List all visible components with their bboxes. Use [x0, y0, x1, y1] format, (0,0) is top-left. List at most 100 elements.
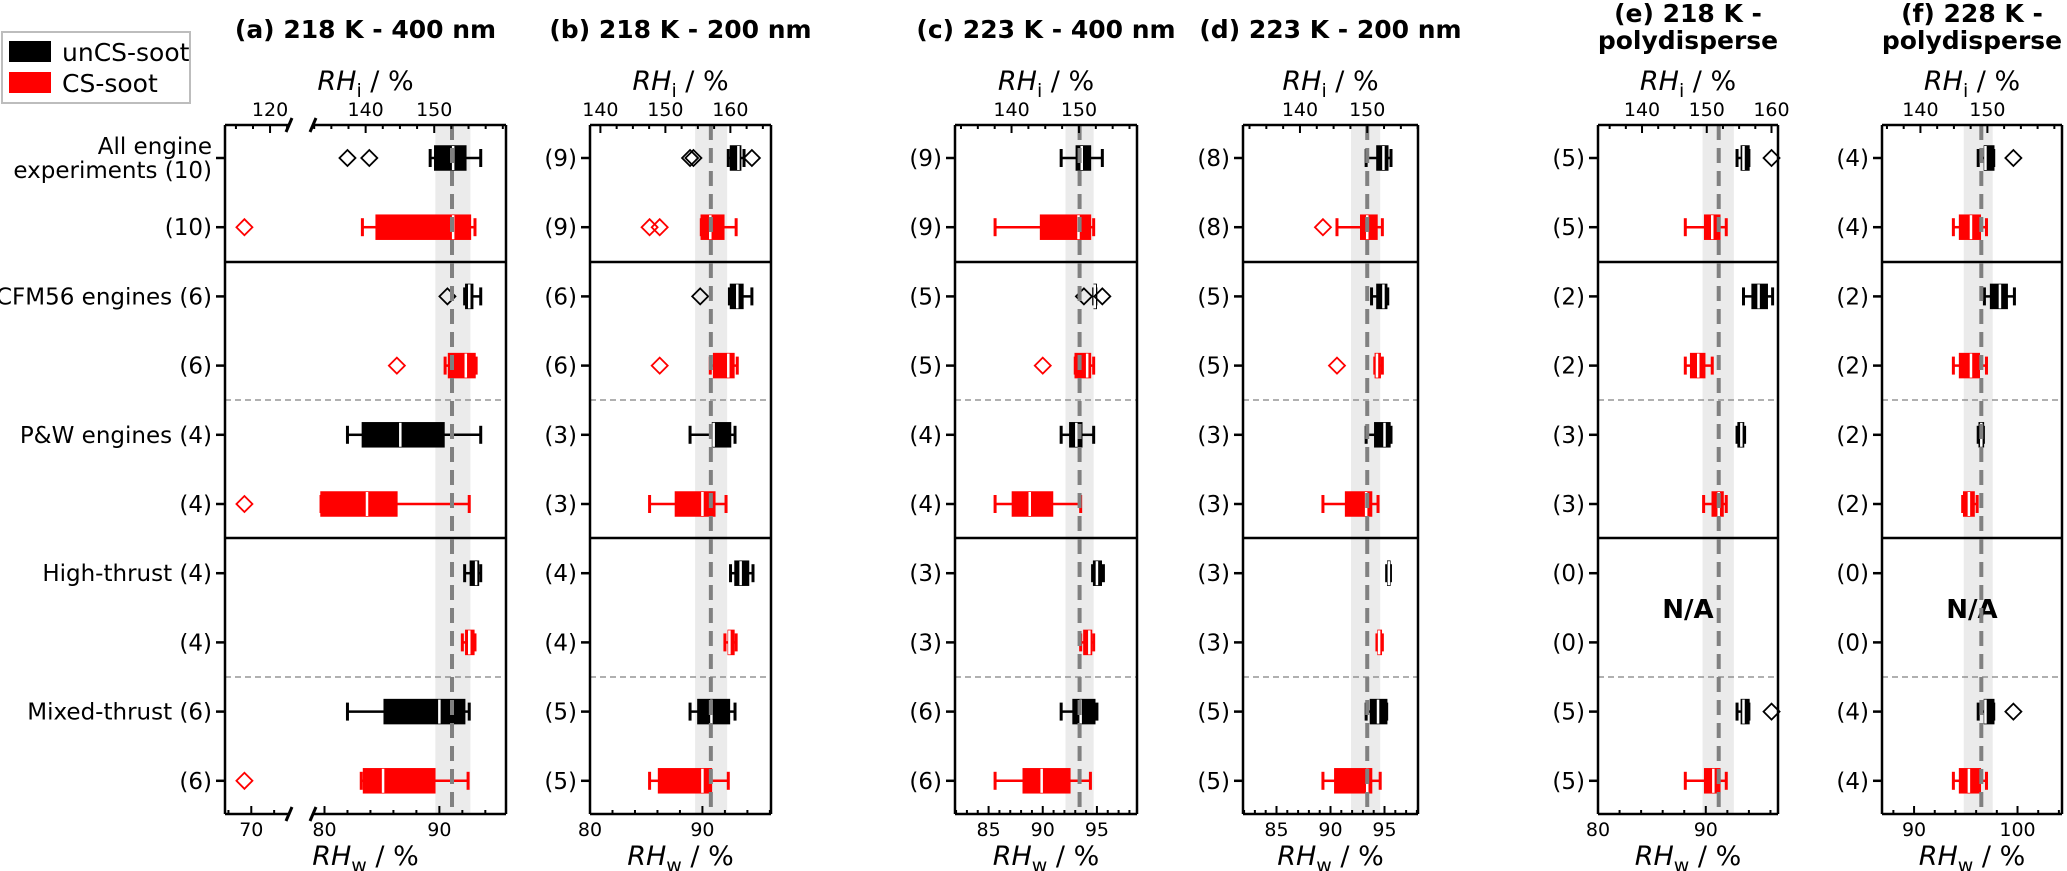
box-row-2	[690, 283, 754, 310]
outlier-marker	[640, 217, 659, 237]
box-row-6	[729, 560, 755, 586]
row-label-line: (2)	[1836, 354, 1869, 380]
x-tick-label: 90	[690, 819, 714, 841]
legend-swatch-uncs	[9, 41, 51, 62]
x-tick-label: 70	[239, 819, 263, 841]
row-label-line: (5)	[1552, 215, 1585, 241]
row-label-line: (9)	[909, 215, 942, 241]
iqr-box	[361, 422, 445, 448]
row-label-line: (0)	[1552, 630, 1585, 656]
row-label-line: (2)	[1836, 492, 1869, 518]
axis-label-unit: / %	[1327, 66, 1379, 97]
row-label-line: (4)	[1836, 700, 1869, 726]
row-label: (4)	[909, 423, 942, 449]
top-axis-label: RHi / %	[1282, 66, 1378, 102]
x-tick-label: 80	[1586, 819, 1610, 841]
box-row-4	[345, 422, 483, 448]
row-label: (3)	[544, 423, 577, 449]
axis-break-mark	[308, 117, 318, 133]
axis-label-variable: RH	[1277, 841, 1316, 871]
row-label: (3)	[1552, 492, 1585, 518]
axis-label-variable: RH	[317, 66, 356, 97]
x-tick-label: 90	[1902, 819, 1926, 841]
x-tick-label: 90	[1031, 819, 1055, 841]
box-row-2	[438, 283, 483, 310]
row-label-line: (5)	[544, 700, 577, 726]
axis-label-subscript: i	[1963, 80, 1968, 102]
row-label: (2)	[1836, 492, 1869, 518]
row-label: (2)	[1836, 284, 1869, 310]
x-tick-label: 90	[1694, 819, 1718, 841]
row-label: (5)	[1552, 700, 1585, 726]
outlier-marker	[1762, 148, 1781, 168]
row-label: (2)	[1836, 423, 1869, 449]
iqr-box	[1374, 422, 1391, 448]
row-label: (3)	[909, 630, 942, 656]
axis-label-subscript: w	[1032, 855, 1048, 871]
top-tick-label: 160	[712, 99, 748, 121]
box-row-3	[1327, 352, 1384, 379]
row-label-line: (5)	[1197, 769, 1230, 795]
outlier-marker	[235, 771, 254, 791]
top-tick-label: 140	[993, 99, 1029, 121]
row-label-line: (3)	[909, 561, 942, 587]
row-label-line: (2)	[1836, 284, 1869, 310]
row-label-line: P&W engines (4)	[20, 423, 212, 449]
iqr-box	[697, 698, 731, 725]
axis-label-subscript: i	[1679, 80, 1684, 102]
box-row-4	[1059, 422, 1096, 448]
axis-label-variable: RH	[627, 841, 666, 871]
axis-label-unit: / %	[362, 66, 414, 97]
box-row-0	[1976, 145, 2023, 171]
box-row-4	[1735, 422, 1747, 448]
outlier-marker	[650, 356, 669, 375]
box-row-2	[1370, 283, 1390, 310]
bottom-axis-label: RHw / %	[627, 841, 734, 871]
iqr-box	[1376, 283, 1388, 310]
iqr-box	[1039, 214, 1092, 240]
row-label: (4)	[179, 630, 212, 656]
x-tick-label: 80	[578, 819, 602, 841]
row-label-line: (9)	[909, 146, 942, 172]
box-row-6	[1385, 560, 1392, 586]
top-axis-label: RHi / %	[1640, 66, 1736, 102]
box-row-6	[1091, 560, 1105, 586]
row-label: (6)	[544, 354, 577, 380]
top-axis-label: RHi / %	[317, 66, 413, 102]
row-label-line: (9)	[544, 215, 577, 241]
row-label-line: (2)	[1552, 354, 1585, 380]
bottom-axis-label: RHw / %	[1919, 841, 2026, 871]
box-row-7	[723, 629, 738, 656]
outlier-marker	[690, 287, 710, 306]
axis-label-subscript: w	[666, 855, 682, 871]
iqr-box	[469, 560, 480, 586]
row-label: (5)	[1197, 700, 1230, 726]
row-label-line: (3)	[544, 423, 577, 449]
axis-label-variable: RH	[1919, 841, 1958, 871]
row-label-line: All engine	[98, 134, 212, 160]
row-label: (6)	[909, 769, 942, 795]
bottom-axis-label: RHw / %	[1635, 841, 1742, 871]
row-label-line: High-thrust (4)	[42, 561, 212, 587]
top-tick-label: 140	[582, 99, 618, 121]
row-label: (6)	[179, 354, 212, 380]
row-label: (0)	[1552, 561, 1585, 587]
row-label: (6)	[179, 769, 212, 795]
axis-break-mark	[308, 806, 318, 822]
row-label: (6)	[909, 700, 942, 726]
row-label-line: (4)	[544, 630, 577, 656]
panel-title: polydisperse	[1882, 26, 2062, 55]
x-tick-label: 100	[1999, 819, 2035, 841]
axis-label-unit: / %	[1684, 66, 1736, 97]
panel-f: (4) (4) (2) (2) (2) (2) (0) (0) (4) (4) N/A 90 100 14…	[1836, 0, 2064, 871]
row-label: (3)	[1552, 423, 1585, 449]
box-row-3	[650, 352, 739, 379]
outlier-marker	[680, 148, 700, 168]
axis-label-variable: RH	[632, 66, 671, 97]
iqr-box	[1740, 145, 1750, 171]
box-row-9	[1951, 768, 1988, 794]
box-row-9	[1683, 768, 1728, 794]
x-tick-label: 90	[1318, 819, 1342, 841]
row-label: (5)	[544, 700, 577, 726]
